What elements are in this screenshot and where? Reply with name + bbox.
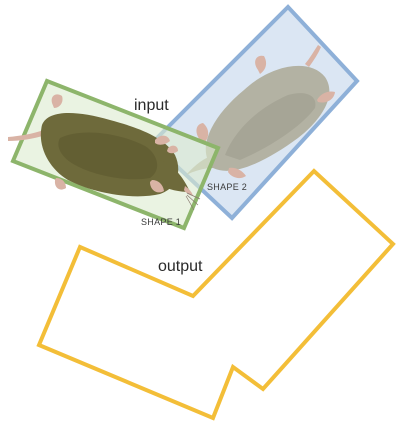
shape1-label: SHAPE 1 [141, 217, 181, 227]
output-label: output [158, 258, 203, 275]
input-label: input [134, 97, 169, 114]
mole1-icon [8, 94, 201, 211]
output-shape [36, 168, 396, 421]
shape2-label: SHAPE 2 [207, 182, 247, 192]
